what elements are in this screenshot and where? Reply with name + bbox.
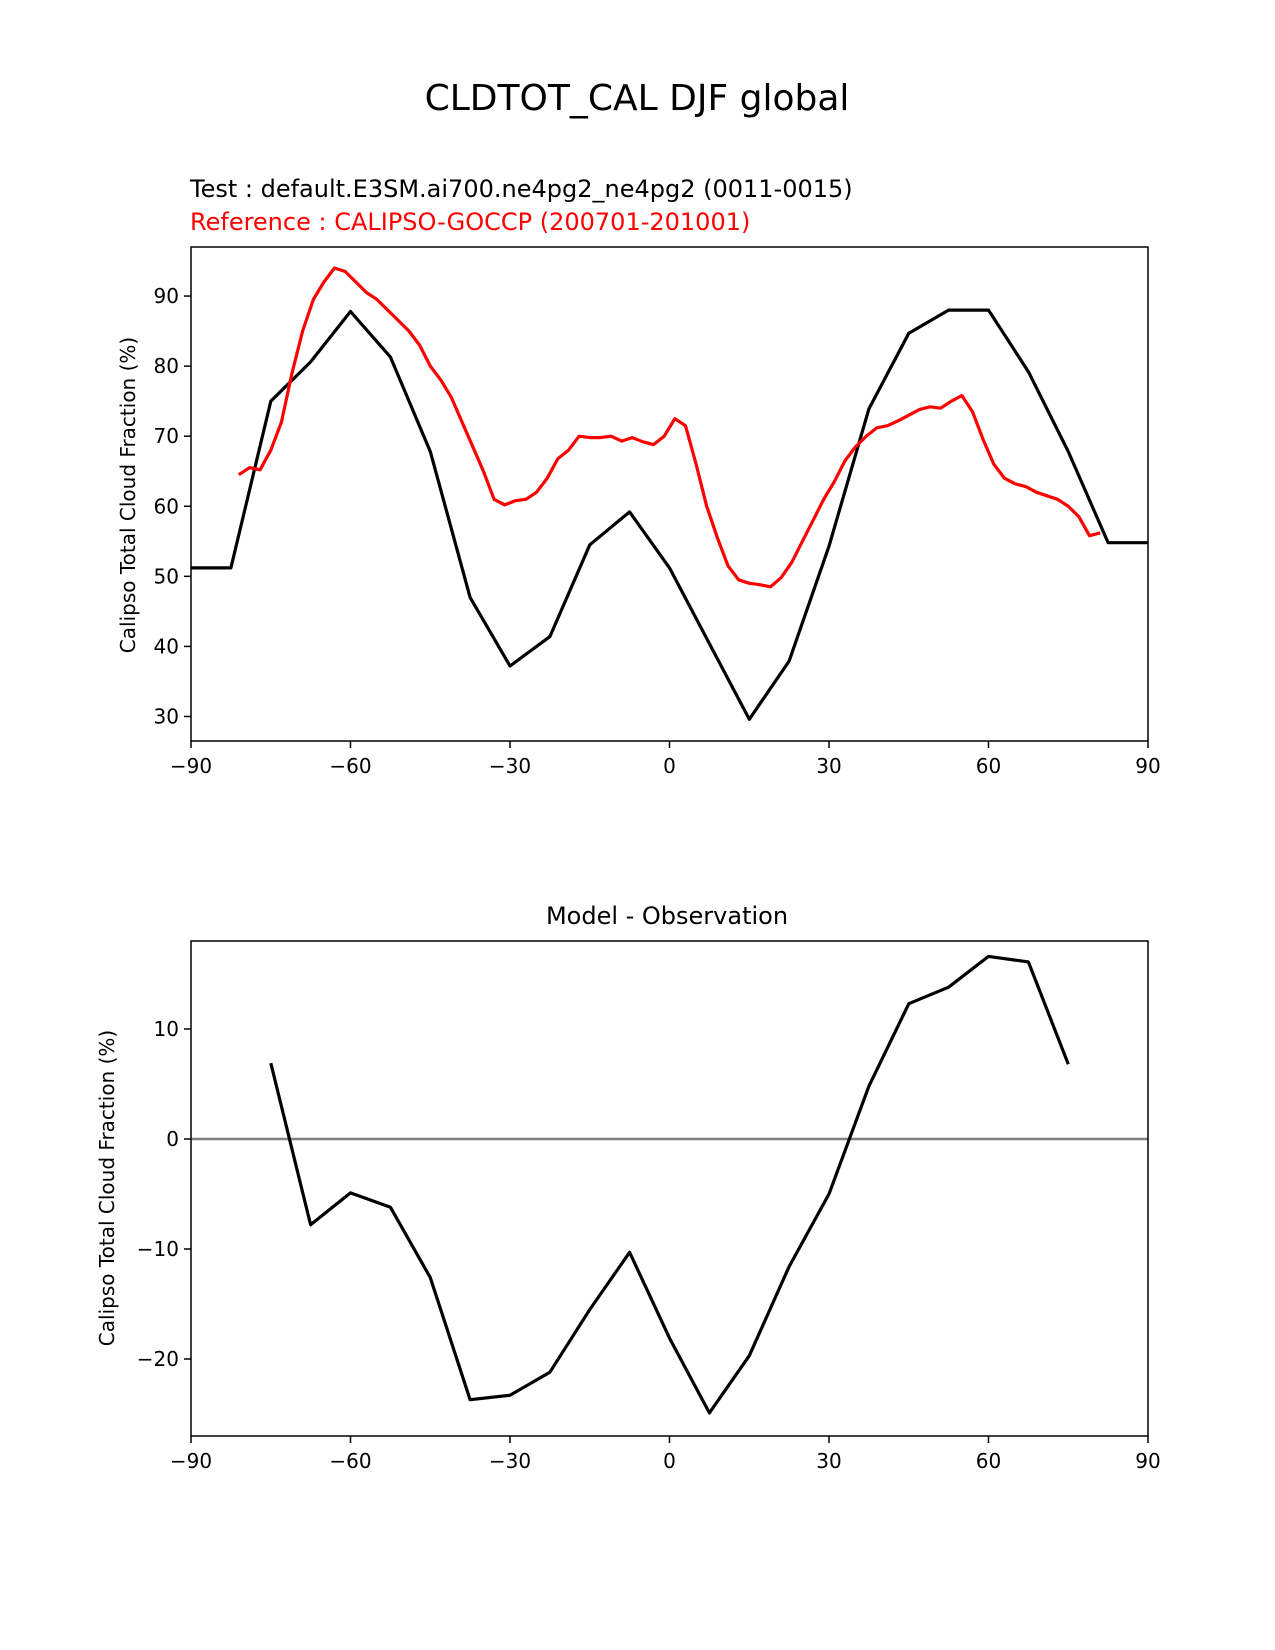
bottom-x-tick-label: 30: [816, 1449, 841, 1473]
top-x-tick-label: 90: [1135, 754, 1160, 778]
bottom-y-tick-label: −10: [137, 1237, 179, 1261]
bottom-panel: Model - Observation Calipso Total Cloud …: [95, 902, 1161, 1473]
top-series-line-1: [237, 266, 1101, 589]
bottom-plot-area: −90 −60 −30 0 30 60 90 −20 −10 0 10: [137, 940, 1161, 1473]
figure-title: CLDTOT_CAL DJF global: [425, 78, 850, 119]
top-y-tick-label: 30: [154, 704, 179, 728]
bottom-x-tick-label: 0: [663, 1449, 676, 1473]
bottom-y-tick-label: −20: [137, 1347, 179, 1371]
bottom-y-axis-label: Calipso Total Cloud Fraction (%): [95, 1030, 119, 1346]
bottom-y-tick-label: 10: [154, 1017, 179, 1041]
top-y-tick-label: 60: [154, 494, 179, 518]
top-x-tick-label: 0: [663, 754, 676, 778]
top-y-tick-label: 40: [154, 634, 179, 658]
top-y-tick-label: 50: [154, 564, 179, 588]
bottom-x-tick-label: −30: [489, 1449, 531, 1473]
bottom-panel-title: Model - Observation: [546, 902, 788, 930]
top-y-axis-label: Calipso Total Cloud Fraction (%): [116, 337, 140, 653]
top-plot-area: −90 −60 −30 0 30 60 90 30 40 50 60 70 80 90: [154, 246, 1161, 778]
bottom-y-tick-label: 0: [166, 1127, 179, 1151]
test-label: Test : default.E3SM.ai700.ne4pg2_ne4pg2 …: [189, 175, 853, 203]
top-panel: Test : default.E3SM.ai700.ne4pg2_ne4pg2 …: [116, 175, 1161, 778]
reference-label: Reference : CALIPSO-GOCCP (200701-201001…: [190, 208, 750, 236]
top-y-tick-label: 90: [154, 284, 179, 308]
top-series-line-0: [191, 308, 1148, 721]
bottom-x-tick-label: −60: [329, 1449, 371, 1473]
bottom-x-tick-label: −90: [170, 1449, 212, 1473]
top-axes-frame: [190, 246, 1149, 742]
top-y-tick-label: 70: [154, 424, 179, 448]
top-y-tick-label: 80: [154, 354, 179, 378]
top-x-tick-label: 60: [976, 754, 1001, 778]
bottom-x-tick-label: 60: [976, 1449, 1001, 1473]
top-x-tick-label: −30: [489, 754, 531, 778]
top-x-tick-label: 30: [816, 754, 841, 778]
top-x-tick-label: −60: [329, 754, 371, 778]
bottom-x-tick-label: 90: [1135, 1449, 1160, 1473]
bottom-axes-frame: [190, 940, 1149, 1437]
bottom-series-line-0: [269, 954, 1070, 1415]
top-x-tick-label: −90: [170, 754, 212, 778]
